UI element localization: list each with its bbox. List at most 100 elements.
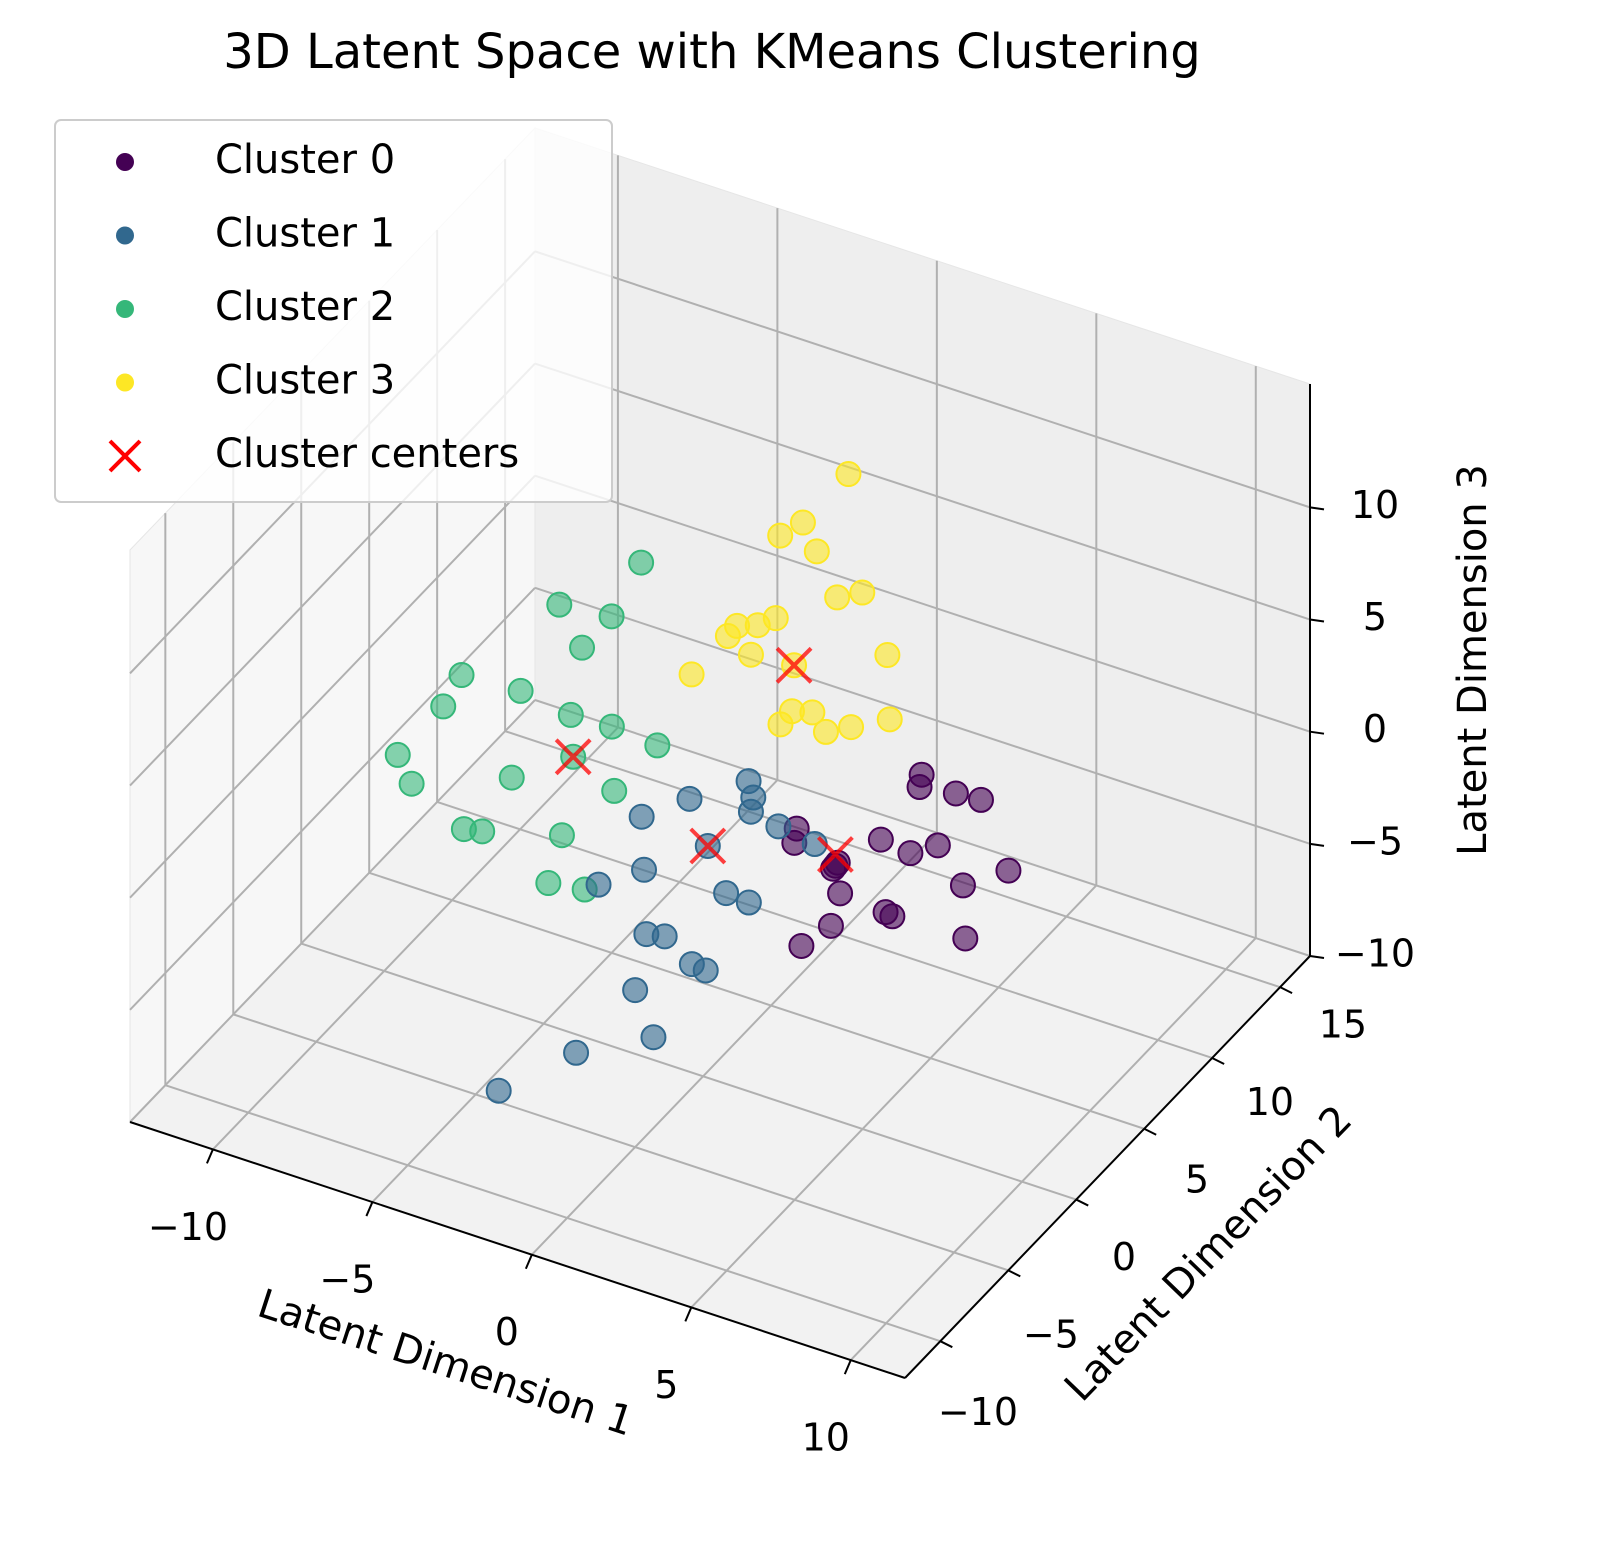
y-tick	[1143, 1127, 1157, 1136]
x-tick-label: −10	[148, 1205, 228, 1249]
y-tick	[939, 1340, 953, 1349]
point	[676, 785, 703, 812]
point	[498, 764, 525, 791]
point	[633, 921, 660, 948]
point	[601, 777, 628, 804]
y-tick-label: −10	[938, 1390, 1018, 1434]
point	[835, 461, 862, 488]
cluster-center	[816, 836, 854, 873]
point	[678, 661, 705, 688]
y-tick	[1007, 1269, 1021, 1278]
axis-line	[904, 955, 1311, 1379]
x-axis-label: Latent Dimension 1	[252, 1281, 639, 1446]
point	[678, 951, 705, 978]
legend-label: Cluster 2	[215, 284, 395, 330]
point	[767, 522, 794, 549]
point	[765, 813, 792, 840]
point	[384, 741, 411, 768]
point	[827, 880, 854, 907]
point	[644, 732, 671, 759]
grid-line	[129, 699, 536, 1123]
point	[485, 1077, 512, 1104]
point	[450, 816, 477, 843]
point	[535, 870, 562, 897]
x-tick-label: −5	[319, 1258, 375, 1302]
z-tick	[1309, 842, 1325, 847]
point	[824, 584, 851, 611]
point	[735, 889, 762, 916]
cluster-center	[689, 827, 727, 865]
point	[713, 880, 740, 907]
point	[398, 770, 425, 797]
z-tick-label: 5	[1363, 595, 1387, 639]
point	[949, 872, 976, 899]
grid-line	[690, 884, 1098, 1309]
z-axis-label: Latent Dimension 3	[1450, 464, 1496, 856]
point	[598, 713, 625, 740]
legend: Cluster 0 Cluster 1 Cluster 2 Cluster 3 Clus…	[54, 119, 613, 503]
x-tick-label: 5	[654, 1363, 678, 1407]
grid-line	[534, 586, 1311, 845]
grid-line	[534, 362, 1311, 621]
point	[849, 579, 876, 606]
x-tick	[206, 1148, 214, 1164]
point	[569, 634, 596, 661]
x-tick	[524, 1254, 533, 1270]
x-tick-label: 10	[802, 1416, 850, 1460]
x-tick	[843, 1359, 852, 1375]
point	[557, 701, 584, 728]
point	[879, 903, 906, 930]
z-tick	[1309, 730, 1325, 735]
point	[803, 538, 830, 565]
x-tick	[684, 1307, 693, 1322]
legend-box	[54, 119, 613, 503]
point	[563, 1039, 590, 1066]
grid-line	[232, 1013, 1009, 1272]
z-tick-label: 0	[1363, 707, 1387, 751]
legend-label: Cluster 3	[215, 358, 395, 404]
z-tick	[1309, 955, 1325, 959]
legend-marker	[116, 226, 134, 245]
point	[737, 641, 764, 668]
point	[924, 832, 951, 859]
grid-line	[300, 942, 1077, 1201]
legend-label: Cluster centers	[215, 431, 519, 477]
grid-line	[850, 937, 1257, 1361]
point	[622, 977, 649, 1004]
grid-line	[129, 587, 536, 1011]
point	[585, 871, 612, 898]
y-tick-label: 10	[1246, 1080, 1294, 1124]
x-tick	[365, 1201, 374, 1217]
grid-line	[212, 726, 619, 1151]
y-tick-label: 0	[1112, 1235, 1136, 1279]
point	[838, 714, 865, 741]
point	[430, 693, 457, 720]
point	[714, 623, 741, 650]
point	[598, 603, 625, 630]
grid-line	[534, 474, 1311, 733]
point	[867, 826, 894, 853]
grid-line	[165, 1084, 941, 1343]
point	[546, 591, 573, 618]
point	[778, 698, 805, 725]
legend-marker	[116, 373, 134, 392]
point	[640, 1024, 667, 1051]
point	[789, 509, 816, 536]
legend-marker	[108, 439, 142, 473]
y-tick-label: 15	[1319, 1003, 1367, 1047]
point	[817, 912, 844, 939]
grid-line	[531, 832, 938, 1256]
point	[744, 612, 771, 639]
point	[942, 780, 969, 807]
point	[448, 662, 475, 689]
point	[874, 642, 901, 669]
point	[812, 718, 839, 745]
grid-line	[368, 871, 1145, 1130]
point	[995, 857, 1022, 884]
y-tick	[1279, 986, 1293, 995]
z-tick-label: 10	[1351, 483, 1399, 527]
z-tick-label: −5	[1347, 819, 1403, 863]
point	[906, 774, 933, 801]
point	[967, 786, 994, 813]
